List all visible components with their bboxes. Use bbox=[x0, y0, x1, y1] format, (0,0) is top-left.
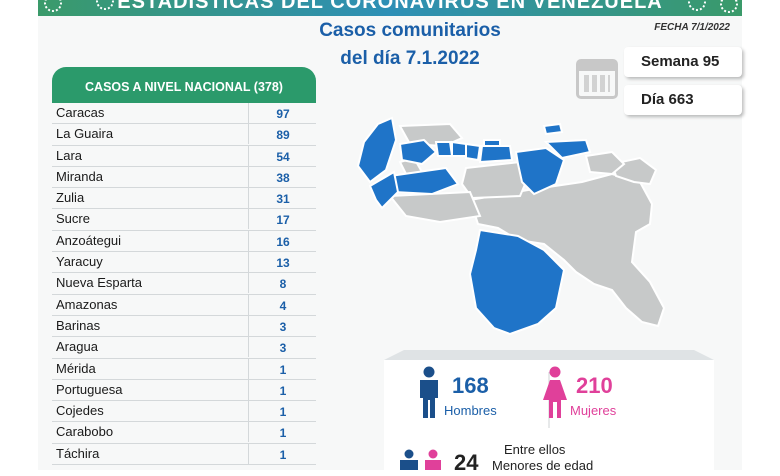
men-label: Hombres bbox=[444, 403, 497, 418]
map-state-aragua bbox=[465, 142, 482, 162]
map-state-carabobo bbox=[451, 140, 467, 157]
report-date: FECHA 7/1/2022 bbox=[654, 22, 730, 33]
table-row: Caracas 97 bbox=[52, 103, 317, 125]
table-row: Miranda 38 bbox=[52, 166, 317, 189]
table-row: Nueva Esparta 8 bbox=[52, 273, 317, 295]
title-line-2: del día 7.1.2022 bbox=[340, 48, 480, 69]
table-row: Zulia 31 bbox=[52, 188, 317, 210]
table-row: La Guaira 89 bbox=[52, 124, 317, 146]
state-name: Amazonas bbox=[56, 296, 118, 312]
state-case-count: 4 bbox=[248, 294, 317, 315]
state-case-count: 1 bbox=[248, 443, 317, 464]
national-cases-header: CASOS A NIVEL NACIONAL (378) bbox=[52, 67, 316, 103]
state-name: Zulia bbox=[56, 190, 85, 206]
man-icon bbox=[420, 366, 438, 418]
map-state-zulia bbox=[356, 116, 398, 184]
state-name: Portuguesa bbox=[56, 381, 123, 397]
state-case-count: 31 bbox=[248, 188, 317, 209]
table-row: Lara 54 bbox=[52, 145, 317, 167]
table-row: Táchira 1 bbox=[52, 443, 317, 466]
state-name: Nueva Esparta bbox=[56, 275, 142, 291]
state-name: La Guaira bbox=[56, 126, 114, 142]
minors-label: Menores de edad bbox=[492, 458, 594, 473]
state-name: Yaracuy bbox=[56, 254, 103, 270]
map-state-caracas bbox=[483, 139, 501, 147]
table-row: Portuguesa 1 bbox=[52, 379, 317, 402]
state-case-count: 3 bbox=[248, 315, 317, 336]
minors-prefix: Entre ellos bbox=[504, 442, 566, 457]
map-state-monagas bbox=[584, 150, 626, 176]
state-name: Caracas bbox=[56, 105, 105, 120]
day-badge: Día 663 bbox=[624, 85, 742, 115]
minors-icon bbox=[400, 449, 441, 470]
virus-icon bbox=[44, 0, 62, 12]
title-line-1: Casos comunitarios bbox=[319, 20, 501, 41]
state-case-count: 17 bbox=[248, 209, 317, 230]
state-name: Mérida bbox=[56, 360, 96, 376]
map-state-guarico bbox=[460, 160, 528, 200]
map-state-barinas bbox=[388, 166, 460, 196]
map-state-lara bbox=[398, 138, 438, 166]
venezuela-map bbox=[356, 116, 666, 336]
map-state-amazonas bbox=[468, 228, 566, 336]
state-case-count: 97 bbox=[248, 103, 317, 123]
virus-icon bbox=[688, 0, 706, 11]
map-state-sucre bbox=[543, 138, 592, 160]
state-case-count: 3 bbox=[248, 337, 317, 358]
state-name: Cojedes bbox=[56, 403, 104, 419]
state-case-count: 1 bbox=[248, 401, 317, 422]
women-count: 210 bbox=[576, 373, 613, 398]
table-row: Aragua 3 bbox=[52, 337, 317, 359]
state-name: Carabobo bbox=[56, 424, 114, 440]
podium-top bbox=[384, 350, 714, 360]
table-row: Cojedes 1 bbox=[52, 401, 317, 423]
women-label: Mujeres bbox=[570, 403, 617, 418]
state-case-count: 16 bbox=[248, 230, 317, 251]
virus-icon bbox=[720, 0, 738, 13]
state-case-count: 1 bbox=[248, 379, 317, 400]
map-state-miranda bbox=[478, 145, 514, 164]
calendar-icon bbox=[576, 59, 618, 99]
table-row: Sucre 17 bbox=[52, 209, 317, 231]
state-name: Miranda bbox=[56, 168, 103, 184]
map-state-nueva-esparta bbox=[542, 122, 564, 136]
week-badge: Semana 95 bbox=[624, 47, 742, 77]
state-case-count: 89 bbox=[248, 124, 317, 145]
table-row: Anzoátegui 16 bbox=[52, 230, 317, 253]
state-case-count: 54 bbox=[248, 145, 317, 166]
state-name: Aragua bbox=[56, 339, 98, 355]
state-case-count: 1 bbox=[248, 358, 317, 379]
state-name: Lara bbox=[56, 147, 83, 163]
map-state-yaracuy bbox=[434, 141, 454, 157]
map-state-apure bbox=[387, 190, 482, 224]
state-name: Barinas bbox=[56, 317, 101, 333]
state-case-count: 38 bbox=[248, 166, 317, 187]
men-count: 168 bbox=[452, 373, 489, 398]
state-case-count: 8 bbox=[248, 273, 317, 294]
table-row: Yaracuy 13 bbox=[52, 252, 317, 274]
state-case-count: 1 bbox=[248, 422, 317, 443]
table-row: Barinas 3 bbox=[52, 315, 317, 338]
top-banner: ESTADÍSTICAS DEL CORONAVIRUS EN VENEZUEL… bbox=[38, 0, 742, 16]
state-cases-table: Caracas 97 La Guaira 89 Lara 54 Miranda 38 Zulia… bbox=[52, 103, 317, 466]
state-case-count: 13 bbox=[248, 252, 317, 273]
woman-icon bbox=[543, 366, 567, 418]
table-row: Carabobo 1 bbox=[52, 422, 317, 444]
state-name: Sucre bbox=[56, 211, 90, 227]
minors-count: 24 bbox=[454, 450, 479, 475]
virus-icon bbox=[96, 0, 114, 10]
map-state-anzoategui bbox=[514, 146, 566, 196]
map-state-andes bbox=[368, 170, 400, 210]
table-row: Amazonas 4 bbox=[52, 294, 317, 316]
state-name: Táchira bbox=[56, 445, 100, 461]
banner-title: ESTADÍSTICAS DEL CORONAVIRUS EN VENEZUEL… bbox=[117, 0, 663, 13]
table-row: Mérida 1 bbox=[52, 358, 317, 380]
state-name: Anzoátegui bbox=[56, 232, 122, 248]
